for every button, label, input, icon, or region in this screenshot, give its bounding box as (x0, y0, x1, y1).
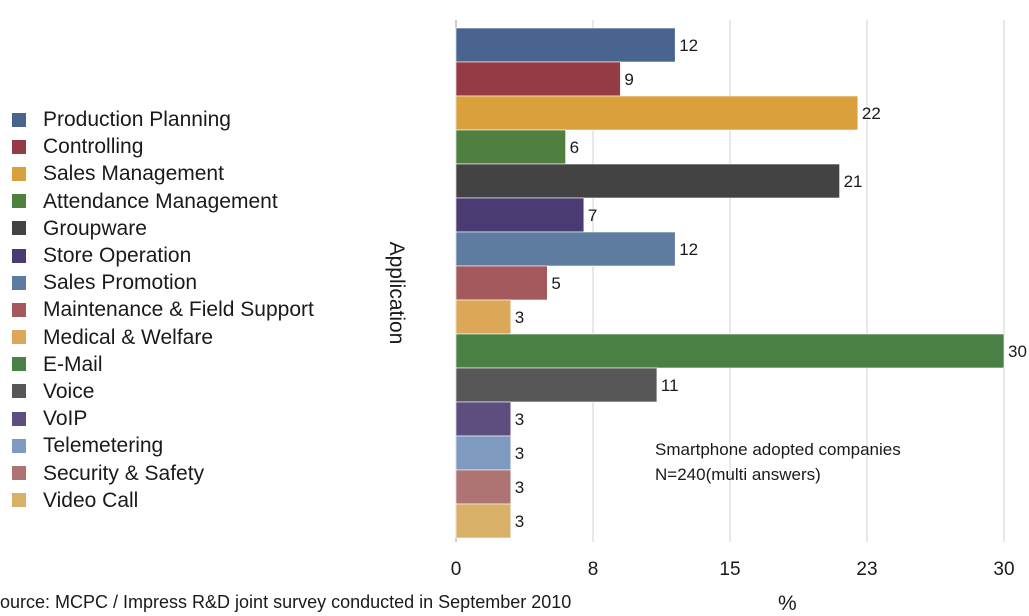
x-tick-label: 23 (856, 559, 877, 580)
annotation-line-2: N=240(multi answers) (655, 465, 821, 484)
legend-label: VoIP (43, 407, 88, 431)
chart-annotation: Smartphone adopted companies N=240(multi… (655, 437, 901, 487)
data-label: 3 (515, 512, 524, 531)
legend-swatch (12, 384, 26, 399)
bar (455, 231, 676, 267)
bar (455, 163, 840, 199)
data-label: 6 (570, 138, 579, 157)
x-tick-label: 15 (719, 559, 740, 580)
legend-item: Sales Promotion (12, 269, 314, 296)
data-label: 12 (679, 240, 698, 259)
legend-swatch (12, 275, 26, 290)
legend-label: Medical & Welfare (43, 325, 214, 349)
legend-item: Production Planning (12, 106, 314, 133)
bar (455, 265, 548, 301)
legend-item: Groupware (12, 215, 314, 242)
data-label: 3 (515, 308, 524, 327)
bar (455, 27, 676, 63)
bar (455, 333, 1005, 369)
legend-label: Security & Safety (43, 461, 205, 485)
data-label: 9 (624, 70, 633, 89)
bar (455, 95, 859, 131)
annotation-line-1: Smartphone adopted companies (655, 440, 901, 459)
source-note: ource: MCPC / Impress R&D joint survey c… (0, 592, 572, 612)
legend-label: E-Mail (43, 352, 103, 376)
data-label: 7 (588, 206, 597, 225)
legend-label: Controlling (43, 135, 144, 159)
bar (455, 469, 512, 505)
legend-label: Voice (43, 379, 95, 403)
data-label: 5 (551, 274, 560, 293)
legend-swatch (12, 411, 26, 426)
legend-swatch (12, 493, 26, 508)
legend-item: Controlling (12, 133, 314, 160)
bar (455, 367, 658, 403)
bar (455, 503, 512, 539)
legend-item: Security & Safety (12, 459, 314, 486)
bar (455, 129, 566, 165)
legend-swatch (12, 166, 26, 181)
data-label: 30 (1008, 342, 1027, 361)
legend-swatch (12, 248, 26, 263)
bar (455, 401, 512, 437)
legend-item: E-Mail (12, 351, 314, 378)
bar (455, 299, 512, 335)
legend-swatch (12, 112, 26, 127)
legend-swatch (12, 438, 26, 453)
legend-swatch (12, 139, 26, 154)
legend-item: Sales Management (12, 160, 314, 187)
data-label: 21 (844, 172, 863, 191)
legend-item: Video Call (12, 487, 314, 514)
legend-label: Store Operation (43, 244, 192, 268)
legend-label: Telemetering (43, 434, 164, 458)
legend-swatch (12, 194, 26, 209)
legend-item: Voice (12, 378, 314, 405)
legend-swatch (12, 357, 26, 372)
legend-label: Sales Promotion (43, 271, 198, 295)
legend-swatch (12, 302, 26, 317)
legend-item: Attendance Management (12, 188, 314, 215)
legend-item: Medical & Welfare (12, 324, 314, 351)
x-tick-label: 0 (451, 559, 462, 580)
bar (455, 197, 585, 233)
data-label: 3 (515, 478, 524, 497)
legend-label: Attendance Management (43, 189, 278, 213)
legend-item: Telemetering (12, 432, 314, 459)
x-axis-unit: % (778, 592, 797, 615)
legend: Production Planning Controlling Sales Mana… (12, 106, 314, 514)
data-label: 11 (661, 376, 679, 395)
legend-item: Store Operation (12, 242, 314, 269)
legend-label: Production Planning (43, 108, 231, 132)
legend-swatch (12, 221, 26, 236)
legend-item: VoIP (12, 405, 314, 432)
x-tick-label: 8 (588, 559, 599, 580)
bar (455, 61, 621, 97)
legend-label: Sales Management (43, 162, 224, 186)
data-label: 22 (862, 104, 881, 123)
legend-swatch (12, 466, 26, 481)
legend-label: Video Call (43, 488, 139, 512)
legend-label: Groupware (43, 216, 147, 240)
legend-swatch (12, 330, 26, 345)
data-label: 3 (515, 444, 524, 463)
data-label: 12 (679, 36, 698, 55)
data-label: 3 (515, 410, 524, 429)
legend-item: Maintenance & Field Support (12, 296, 314, 323)
bar (455, 435, 512, 471)
legend-label: Maintenance & Field Support (43, 298, 314, 322)
x-tick-label: 30 (993, 559, 1014, 580)
